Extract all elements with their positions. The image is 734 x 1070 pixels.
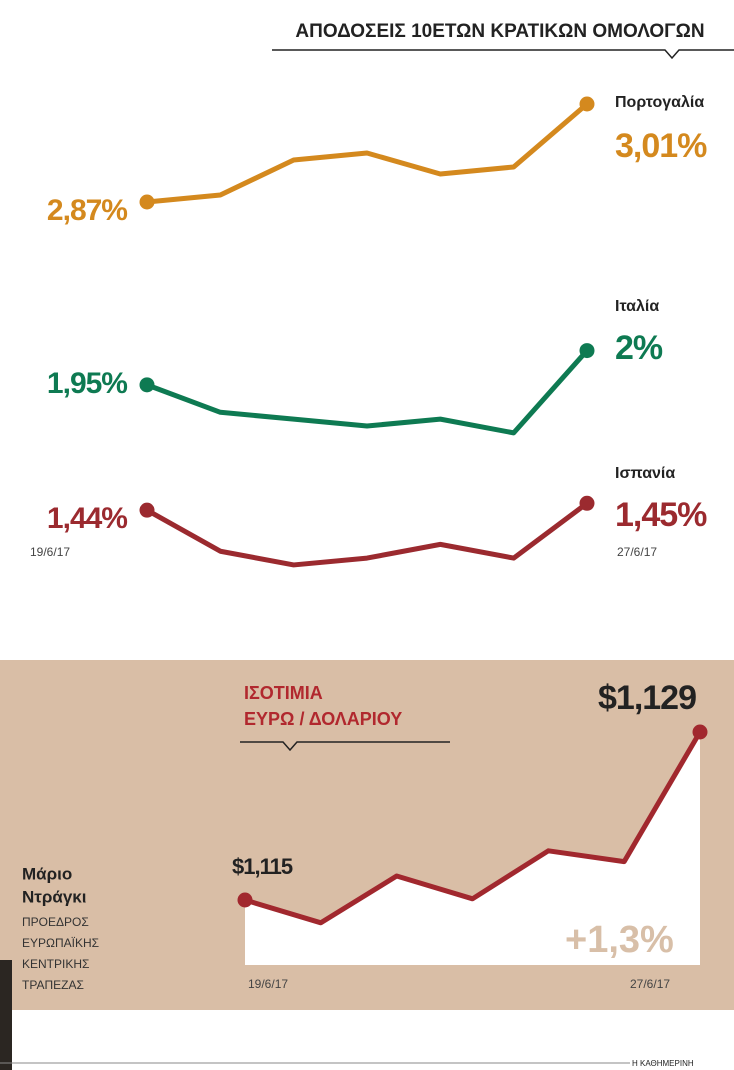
value-label: $1,115	[232, 854, 293, 879]
caption-role: ΤΡΑΠΕΖΑΣ	[22, 978, 84, 992]
value-label: 1,44%	[47, 502, 127, 535]
caption-role: ΚΕΝΤΡΙΚΗΣ	[22, 957, 89, 971]
point	[140, 195, 155, 210]
x-tick-label: 27/6/17	[617, 545, 657, 559]
credit: Η ΚΑΘΗΜΕΡΙΝΗ	[632, 1059, 694, 1068]
x-tick-label: 27/6/17	[630, 977, 670, 991]
point	[140, 377, 155, 392]
chart-title: ΙΣΟΤΙΜΙΑ	[244, 683, 323, 703]
x-tick-label: 19/6/17	[30, 545, 70, 559]
value-label: $1,129	[598, 679, 696, 717]
series-name: Ιταλία	[615, 298, 659, 315]
x-tick-label: 19/6/17	[248, 977, 288, 991]
series-name: Ισπανία	[615, 465, 675, 482]
line	[147, 351, 587, 433]
page: ΑΠΟΔΟΣΕΙΣ 10ΕΤΩΝ ΚΡΑΤΙΚΩΝ ΟΜΟΛΟΓΩΝ ΙΣΟΤΙ…	[0, 0, 734, 1070]
title-rule	[272, 50, 734, 58]
value-label: 3,01%	[615, 127, 707, 165]
annotation: +1,3%	[565, 919, 674, 961]
point	[580, 496, 595, 511]
chart-title: ΕΥΡΩ / ΔΟΛΑΡΙΟΥ	[244, 709, 402, 729]
point	[580, 343, 595, 358]
caption-name: Μάριο	[22, 864, 72, 883]
photo-edge	[0, 960, 12, 1070]
infographic: ΑΠΟΔΟΣΕΙΣ 10ΕΤΩΝ ΚΡΑΤΙΚΩΝ ΟΜΟΛΟΓΩΝ ΙΣΟΤΙ…	[0, 0, 734, 1070]
point	[580, 97, 595, 112]
caption-role: ΕΥΡΩΠΑΪΚΗΣ	[22, 936, 99, 950]
line	[147, 104, 587, 202]
caption-name: Ντράγκι	[22, 887, 87, 906]
value-label: 2,87%	[47, 194, 127, 227]
point	[238, 893, 253, 908]
line	[147, 503, 587, 565]
chart-title: ΑΠΟΔΟΣΕΙΣ 10ΕΤΩΝ ΚΡΑΤΙΚΩΝ ΟΜΟΛΟΓΩΝ	[295, 21, 704, 42]
value-label: 1,45%	[615, 496, 707, 534]
value-label: 1,95%	[47, 367, 127, 400]
point	[140, 503, 155, 518]
series-name: Πορτογαλία	[615, 94, 704, 111]
point	[693, 725, 708, 740]
value-label: 2%	[615, 329, 663, 367]
caption-role: ΠΡΟΕΔΡΟΣ	[22, 915, 89, 929]
